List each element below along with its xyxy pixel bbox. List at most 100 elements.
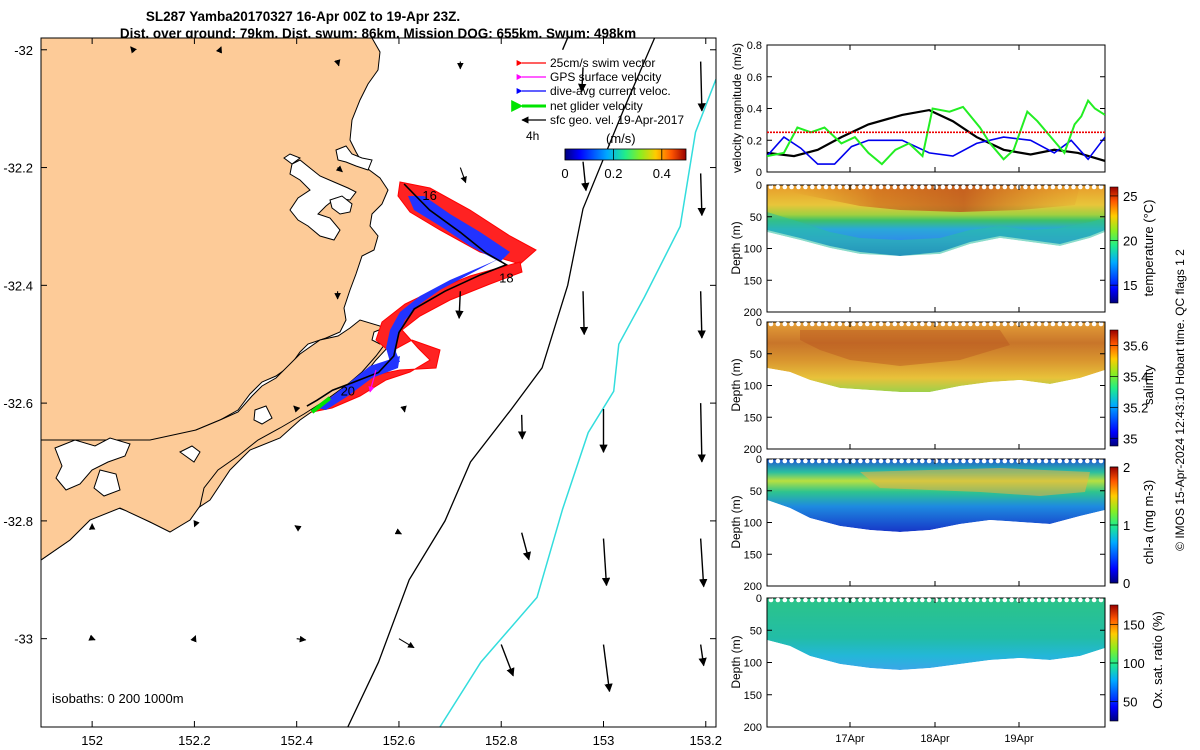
surface-marker bbox=[933, 458, 939, 464]
surface-marker bbox=[961, 321, 966, 327]
surface-marker bbox=[851, 184, 856, 190]
surface-marker bbox=[913, 321, 918, 327]
oxygen-x-ticks: 17Apr 18Apr 19Apr bbox=[835, 45, 1034, 745]
depth-tick-label: 100 bbox=[744, 244, 762, 256]
legend-gps-label: GPS surface velocity bbox=[550, 70, 661, 84]
map-y-tick-label: -33 bbox=[14, 632, 33, 647]
surface-marker bbox=[871, 321, 877, 327]
surface-marker bbox=[823, 597, 829, 603]
time-tick-label: 18Apr bbox=[920, 733, 950, 745]
depth-tick-label: 200 bbox=[744, 307, 762, 319]
surface-marker bbox=[1009, 597, 1014, 603]
temperature-ylabel: Depth (m) bbox=[729, 221, 743, 274]
sfc-velocity-arrow bbox=[697, 61, 706, 112]
sfc-velocity-arrow bbox=[698, 644, 707, 667]
isobaths-label: isobaths: 0 200 1000m bbox=[52, 691, 184, 706]
surface-marker bbox=[830, 458, 836, 464]
surface-marker bbox=[851, 321, 856, 327]
sfc-velocity-arrow bbox=[581, 161, 590, 192]
surface-marker bbox=[878, 458, 884, 464]
surface-marker bbox=[1009, 321, 1014, 327]
depth-tick-label: 50 bbox=[750, 486, 762, 498]
colorbar-tick-label: 50 bbox=[1123, 695, 1137, 710]
surface-marker bbox=[995, 597, 1001, 603]
surface-marker bbox=[775, 321, 781, 327]
surface-marker bbox=[926, 184, 932, 190]
surface-marker bbox=[844, 321, 849, 327]
surface-marker bbox=[871, 184, 877, 190]
oxygen-ylabel: Depth (m) bbox=[729, 635, 743, 688]
surface-marker bbox=[1036, 458, 1042, 464]
depth-tick-label: 0 bbox=[756, 593, 762, 605]
colorbar-tick-label: 0.4 bbox=[653, 166, 671, 181]
isobath-1000 bbox=[439, 78, 716, 727]
surface-marker bbox=[1064, 321, 1069, 327]
surface-marker bbox=[981, 184, 987, 190]
surface-marker bbox=[1009, 184, 1014, 190]
surface-marker bbox=[968, 321, 973, 327]
map-colorbar bbox=[564, 148, 687, 161]
surface-marker bbox=[1071, 184, 1076, 190]
surface-marker bbox=[954, 597, 959, 603]
velocity-y-tick-label: 0 bbox=[756, 167, 762, 179]
chlorophyll-y-ticks: 0 50 100 150 200 bbox=[744, 454, 1105, 593]
surface-marker bbox=[851, 458, 856, 464]
map-x-tick-label: 152.2 bbox=[178, 733, 211, 748]
surface-marker bbox=[906, 184, 911, 190]
surface-marker bbox=[1043, 597, 1049, 603]
surface-marker bbox=[1023, 458, 1028, 464]
surface-marker bbox=[926, 458, 932, 464]
depth-tick-label: 0 bbox=[756, 180, 762, 192]
colorbar-tick-label: 35.6 bbox=[1123, 338, 1148, 353]
surface-marker bbox=[892, 184, 898, 190]
temperature-colorbar-label: temperature (°C) bbox=[1141, 200, 1156, 297]
surface-marker bbox=[796, 184, 801, 190]
surface-marker bbox=[1023, 597, 1028, 603]
surface-marker bbox=[1071, 321, 1076, 327]
sfc-velocity-arrow bbox=[601, 538, 611, 587]
colorbar-tick-label: 0 bbox=[1123, 576, 1130, 591]
surface-marker bbox=[940, 597, 946, 603]
surface-marker bbox=[885, 321, 891, 327]
track-labels: 16 18 20 bbox=[341, 188, 514, 399]
surface-marker bbox=[865, 184, 870, 190]
surface-marker bbox=[968, 458, 973, 464]
surface-marker bbox=[1050, 458, 1056, 464]
figure-title-line1: SL287 Yamba20170327 16-Apr 00Z to 19-Apr… bbox=[146, 9, 460, 24]
surface-marker bbox=[768, 458, 774, 464]
colorbar-tick-label: 0.2 bbox=[604, 166, 622, 181]
surface-marker bbox=[981, 597, 987, 603]
track-label: 18 bbox=[499, 270, 513, 285]
surface-marker bbox=[1085, 597, 1090, 603]
track-label: 20 bbox=[341, 383, 355, 398]
sfc-velocity-arrow bbox=[697, 173, 706, 217]
sfc-velocity-arrow bbox=[335, 165, 343, 173]
time-tick-label: 17Apr bbox=[835, 733, 865, 745]
map-y-ticks: -32 -32.2 -32.4 -32.6 -32.8 -33 bbox=[3, 43, 716, 647]
glider-track bbox=[306, 183, 509, 407]
salinity-colorbar-label: salinity bbox=[1141, 365, 1156, 405]
surface-marker bbox=[1098, 321, 1104, 327]
surface-marker bbox=[1064, 184, 1069, 190]
surface-marker bbox=[885, 597, 891, 603]
surface-marker bbox=[1030, 321, 1035, 327]
velocity-ylabel: velocity magnitude (m/s) bbox=[730, 43, 744, 173]
surface-marker bbox=[1050, 597, 1056, 603]
surface-marker bbox=[1002, 597, 1008, 603]
surface-marker bbox=[803, 597, 808, 603]
surface-marker bbox=[830, 184, 836, 190]
gps-surface-velocity-mark bbox=[368, 369, 377, 393]
surface-marker bbox=[961, 458, 966, 464]
surface-marker bbox=[796, 321, 801, 327]
surface-marker bbox=[892, 597, 898, 603]
sfc-velocity-arrow bbox=[579, 291, 589, 336]
colorbar-tick-label: 35 bbox=[1123, 431, 1137, 446]
surface-marker bbox=[1078, 184, 1083, 190]
depth-tick-label: 0 bbox=[756, 454, 762, 466]
surface-marker bbox=[988, 321, 994, 327]
surface-marker bbox=[906, 321, 911, 327]
surface-marker bbox=[1030, 458, 1035, 464]
sfc-velocity-arrow bbox=[500, 644, 515, 677]
surface-marker bbox=[775, 597, 781, 603]
